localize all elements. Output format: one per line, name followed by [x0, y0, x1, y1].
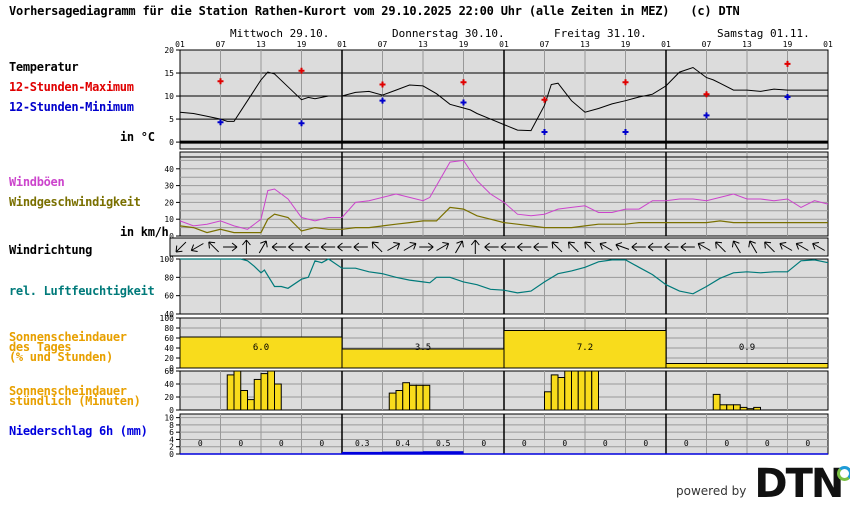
temp-unit-label: in °C	[120, 130, 155, 144]
svg-text:13: 13	[742, 40, 752, 49]
wind-unit-label: in km/h	[120, 225, 169, 239]
svg-text:80: 80	[164, 273, 174, 282]
svg-text:10: 10	[164, 92, 174, 101]
svg-text:60: 60	[164, 334, 174, 343]
svg-text:07: 07	[216, 40, 226, 49]
svg-text:19: 19	[783, 40, 793, 49]
svg-text:19: 19	[297, 40, 307, 49]
dtn-dot-icon	[837, 466, 850, 481]
svg-text:0: 0	[765, 439, 770, 448]
svg-text:4: 4	[169, 435, 174, 444]
svg-text:0: 0	[169, 138, 174, 147]
wind-direction-label: Windrichtung	[9, 243, 93, 257]
wind-speed-label: Windgeschwindigkeit	[9, 195, 141, 209]
sun-daily-label-1: Sonnenscheindauer	[9, 330, 127, 344]
svg-text:07: 07	[540, 40, 550, 49]
dtn-logo: powered by DTN	[676, 464, 850, 504]
svg-text:2: 2	[169, 443, 174, 452]
humidity-label: rel. Luftfeuchtigkeit	[9, 284, 155, 298]
sun-hourly-label-1: Sonnenscheindauer	[9, 384, 127, 398]
svg-text:20: 20	[164, 393, 174, 402]
page-title: Vorhersagediagramm für die Station Rathe…	[9, 4, 740, 18]
svg-text:0: 0	[279, 439, 284, 448]
svg-text:20: 20	[164, 46, 174, 55]
svg-text:100: 100	[160, 314, 175, 323]
day-label-2: Donnerstag 30.10.	[392, 27, 505, 40]
svg-text:0: 0	[684, 439, 689, 448]
svg-text:6: 6	[169, 428, 174, 437]
svg-text:20: 20	[164, 354, 174, 363]
svg-text:0: 0	[238, 439, 243, 448]
svg-text:60: 60	[164, 292, 174, 301]
day-label-4: Samstag 01.11.	[717, 27, 810, 40]
svg-text:0: 0	[169, 450, 174, 459]
svg-text:60: 60	[164, 367, 174, 376]
svg-text:10: 10	[164, 414, 174, 423]
svg-text:0: 0	[319, 439, 324, 448]
svg-text:0: 0	[481, 439, 486, 448]
svg-text:0: 0	[169, 406, 174, 415]
svg-text:0.3: 0.3	[355, 439, 370, 448]
svg-text:0: 0	[198, 439, 203, 448]
min-label: 12-Stunden-Minimum	[9, 100, 134, 114]
day-label-1: Mittwoch 29.10.	[230, 27, 330, 40]
day-label-3: Freitag 31.10.	[554, 27, 647, 40]
svg-text:0: 0	[603, 439, 608, 448]
svg-text:0: 0	[724, 439, 729, 448]
svg-text:20: 20	[164, 198, 174, 207]
svg-text:40: 40	[164, 344, 174, 353]
svg-text:0.5: 0.5	[436, 439, 451, 448]
svg-text:0: 0	[169, 364, 174, 373]
svg-text:7.2: 7.2	[577, 343, 593, 353]
powered-by-text: powered by	[676, 484, 747, 498]
svg-text:13: 13	[580, 40, 590, 49]
svg-text:8: 8	[169, 421, 174, 430]
svg-text:0: 0	[643, 439, 648, 448]
svg-text:01: 01	[823, 40, 833, 49]
max-label: 12-Stunden-Maximum	[9, 80, 134, 94]
svg-text:30: 30	[164, 182, 174, 191]
temperature-label: Temperatur	[9, 60, 79, 74]
svg-text:01: 01	[175, 40, 185, 49]
svg-text:19: 19	[459, 40, 469, 49]
svg-text:80: 80	[164, 324, 174, 333]
svg-text:10: 10	[164, 215, 174, 224]
svg-text:0: 0	[169, 232, 174, 241]
svg-text:07: 07	[378, 40, 388, 49]
svg-text:0.9: 0.9	[739, 343, 755, 353]
dtn-brand-text: DTN	[754, 461, 844, 507]
svg-text:40: 40	[164, 310, 174, 319]
sun-daily-label-2: des Tages	[9, 340, 72, 354]
svg-text:0: 0	[805, 439, 810, 448]
svg-text:01: 01	[499, 40, 509, 49]
svg-text:0.4: 0.4	[396, 439, 411, 448]
svg-text:0: 0	[522, 439, 527, 448]
svg-text:01: 01	[661, 40, 671, 49]
svg-text:100: 100	[160, 255, 175, 264]
svg-text:0: 0	[562, 439, 567, 448]
dtn-brand: DTN	[754, 464, 850, 504]
svg-text:01: 01	[337, 40, 347, 49]
sun-hourly-label-2: stündlich (Minuten)	[9, 394, 141, 408]
svg-text:19: 19	[621, 40, 631, 49]
svg-text:07: 07	[702, 40, 712, 49]
svg-text:5: 5	[169, 115, 174, 124]
svg-text:13: 13	[418, 40, 428, 49]
svg-text:13: 13	[256, 40, 266, 49]
gusts-label: Windböen	[9, 175, 65, 189]
svg-text:6.0: 6.0	[253, 343, 269, 353]
svg-text:15: 15	[164, 69, 174, 78]
svg-text:3.5: 3.5	[415, 343, 431, 353]
precip-label: Niederschlag 6h (mm)	[9, 424, 148, 438]
svg-text:40: 40	[164, 380, 174, 389]
sun-daily-label-3: (% und Stunden)	[9, 350, 113, 364]
svg-text:40: 40	[164, 165, 174, 174]
